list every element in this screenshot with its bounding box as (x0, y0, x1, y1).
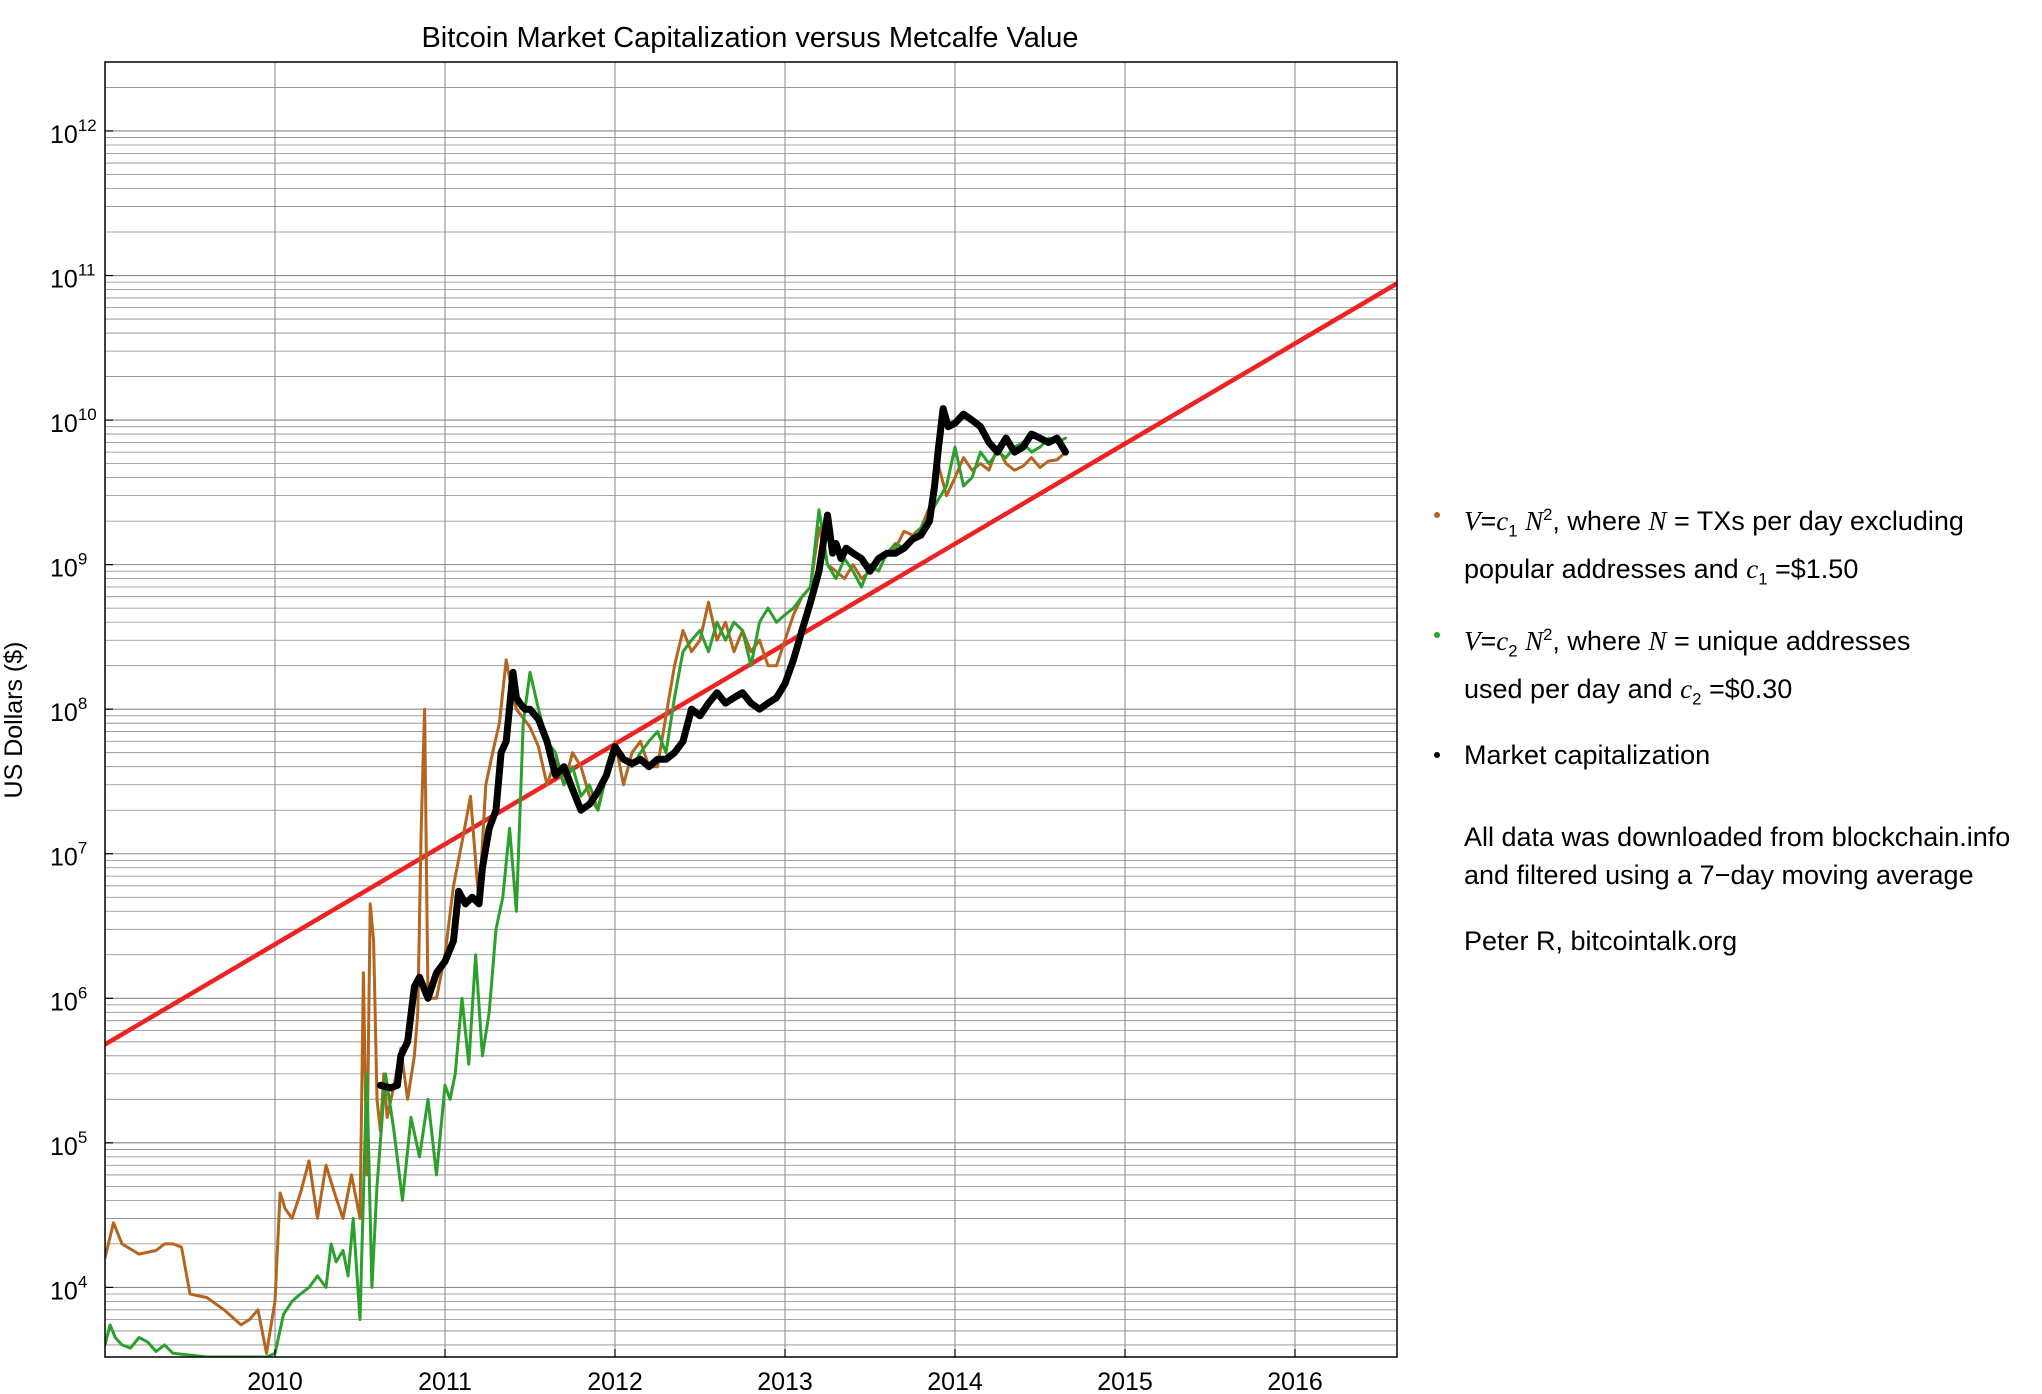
y-tick-label: 1011 (50, 261, 95, 294)
legend-entry-unique: V=c2 N2, where N = unique addresses used… (1430, 616, 2030, 719)
chart-grid (105, 61, 1397, 1357)
equals: = (1480, 506, 1497, 536)
y-tick-label: 104 (50, 1272, 87, 1305)
legend-text: used per day and (1464, 674, 1681, 705)
y-tick-base: 10 (50, 410, 78, 438)
y-tick-exponent: 10 (78, 405, 97, 424)
legend-line-2-unique: used per day and c2 =$0.30 (1464, 670, 2030, 718)
legend-entry-mcap: Market capitalization (1430, 736, 2030, 774)
y-tick-base: 10 (50, 699, 78, 727)
var-v: V (1464, 506, 1481, 536)
subscript: 2 (1508, 641, 1518, 661)
chart-title: Bitcoin Market Capitalization versus Met… (421, 22, 1078, 54)
subscript: 1 (1508, 521, 1518, 541)
series-line-mcap (376, 405, 1069, 1092)
legend-text: , where (1552, 506, 1649, 536)
y-tick-exponent: 12 (78, 116, 97, 135)
legend-marker-unique (1434, 631, 1440, 638)
y-tick-label: 107 (50, 839, 87, 872)
y-tick-exponent: 5 (78, 1128, 87, 1147)
y-tick-label: 108 (50, 694, 87, 727)
legend-formula-unique: V=c2 N2, where N = unique addresses (1464, 616, 2030, 670)
y-tick-label: 105 (50, 1128, 87, 1161)
var-c: c (1496, 506, 1509, 536)
legend-line-2-txs: popular addresses and c1 =$1.50 (1464, 550, 2030, 598)
var-n: N (1648, 625, 1667, 656)
var-v: V (1464, 625, 1481, 656)
legend-value: =$0.30 (1701, 674, 1793, 705)
y-tick-base: 10 (50, 266, 78, 294)
y-tick-base: 10 (50, 1133, 78, 1161)
legend-label-mcap: Market capitalization (1464, 739, 1711, 770)
legend-marker-mcap (1434, 751, 1440, 758)
var-n: N (1648, 506, 1667, 536)
y-axis-label: US Dollars ($) (0, 642, 28, 799)
var-c: c (1680, 674, 1693, 705)
data-source-note: All data was downloaded from blockchain.… (1464, 818, 2034, 894)
subscript: 2 (1692, 689, 1702, 709)
y-tick-base: 10 (50, 988, 78, 1016)
var-n: N (1525, 506, 1544, 536)
y-tick-label: 1012 (50, 116, 97, 149)
x-tick-label: 2013 (757, 1368, 813, 1394)
y-tick-base: 10 (50, 1277, 78, 1305)
legend-text: = unique addresses (1666, 625, 1911, 656)
legend-formula-txs: V=c1 N2, where N = TXs per day excluding (1464, 496, 2030, 550)
y-tick-exponent: 9 (78, 550, 87, 569)
chart-plot-area (105, 281, 1397, 1357)
y-tick-exponent: 8 (78, 694, 87, 713)
credit-note: Peter R, bitcointalk.org (1464, 922, 2034, 960)
legend-entry-txs: V=c1 N2, where N = TXs per day excluding… (1430, 496, 2030, 599)
superscript: 2 (1543, 505, 1553, 524)
legend-text: = TXs per day excluding (1666, 506, 1964, 536)
x-axis-ticks: 2010 2011 2012 2013 2014 2015 2016 (247, 1349, 1323, 1394)
y-tick-label: 106 (50, 983, 87, 1016)
var-c: c (1746, 554, 1759, 585)
y-tick-label: 109 (50, 550, 87, 583)
y-tick-base: 10 (50, 555, 78, 583)
x-tick-label: 2011 (418, 1368, 472, 1394)
subscript: 1 (1758, 569, 1768, 589)
y-tick-exponent: 7 (78, 839, 87, 858)
data-source-line-2: and filtered using a 7−day moving averag… (1464, 860, 1974, 890)
metcalfe-chart: 2010 2011 2012 2013 2014 2015 2016 10410510610… (0, 22, 1398, 1394)
x-tick-label: 2015 (1097, 1368, 1153, 1394)
y-tick-exponent: 6 (78, 983, 87, 1002)
y-tick-base: 10 (50, 844, 78, 872)
y-tick-exponent: 11 (78, 261, 96, 280)
x-tick-label: 2012 (587, 1368, 643, 1394)
data-source-line-1: All data was downloaded from blockchain.… (1464, 822, 2011, 852)
x-tick-label: 2016 (1267, 1368, 1323, 1394)
legend-text: popular addresses and (1464, 554, 1747, 585)
legend-text: , where (1552, 625, 1649, 656)
series-line-txs (105, 445, 1067, 1355)
legend-marker-txs (1434, 512, 1440, 518)
var-n: N (1525, 625, 1544, 656)
y-tick-exponent: 4 (78, 1272, 87, 1291)
superscript: 2 (1543, 624, 1553, 644)
credit-line: Peter R, bitcointalk.org (1464, 926, 1738, 956)
y-tick-label: 1010 (50, 405, 97, 438)
var-c: c (1496, 625, 1509, 656)
y-tick-base: 10 (50, 121, 78, 149)
chart-legend: V=c1 N2, where N = TXs per day excluding… (1430, 496, 2030, 791)
x-tick-label: 2010 (247, 1368, 303, 1394)
legend-value: =$1.50 (1767, 554, 1859, 585)
x-tick-label: 2014 (927, 1368, 983, 1394)
equals: = (1480, 625, 1497, 656)
